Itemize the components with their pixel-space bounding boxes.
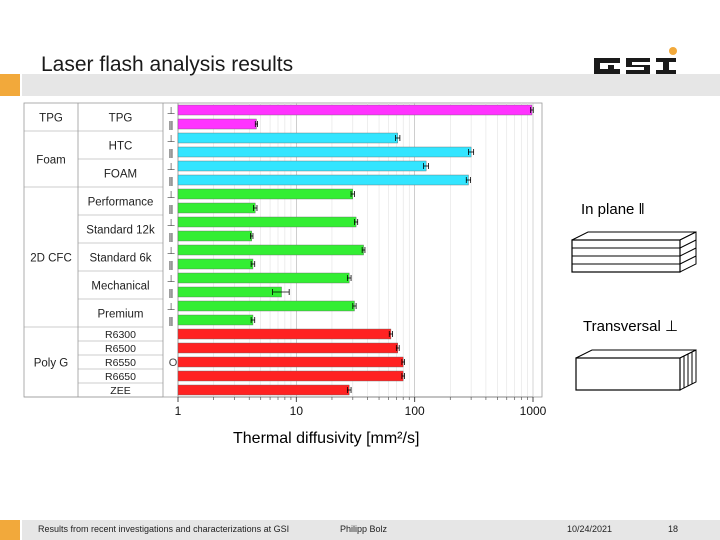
footer-bar — [22, 520, 720, 540]
footer-page-number: 18 — [668, 524, 679, 534]
bar — [177, 244, 364, 256]
orientation-mark: ⊥ — [167, 134, 176, 145]
bar — [177, 202, 256, 214]
x-tick-label: 1000 — [520, 404, 547, 418]
bar — [177, 286, 282, 298]
group-label: 2D CFC — [30, 253, 72, 265]
material-table: TPG ⊥ ǁ HTC ⊥ ǁ FOAM ⊥ ǁ Performance ⊥ ǁ Standard 12… — [24, 103, 179, 398]
material-label: R6500 — [105, 343, 136, 355]
bar — [177, 272, 350, 284]
material-label: Premium — [97, 309, 143, 321]
transversal-label: Transversal ⊥ — [583, 318, 679, 335]
bar — [177, 230, 252, 242]
footer-accent-block — [0, 520, 20, 540]
material-label: HTC — [109, 141, 133, 153]
orientation-mark: ǁ — [169, 288, 174, 299]
material-label: FOAM — [104, 169, 137, 181]
bar — [177, 132, 398, 144]
bar — [177, 384, 350, 396]
group-label: Poly G — [34, 358, 69, 370]
bar — [177, 216, 357, 228]
orientation-mark: ǁ — [169, 120, 174, 131]
material-label: R6300 — [105, 329, 136, 341]
bar — [177, 174, 469, 186]
transversal-sample-icon — [575, 349, 697, 391]
bar-series — [177, 104, 534, 396]
x-tick-label: 100 — [405, 404, 425, 418]
orientation-mark: ǁ — [169, 260, 174, 271]
bar — [177, 160, 427, 172]
slide-title: Laser flash analysis results — [41, 53, 294, 76]
x-tick-label: 10 — [290, 404, 304, 418]
x-tick-label: 1 — [175, 404, 182, 418]
bar — [177, 188, 353, 200]
orientation-mark: ⊥ — [167, 162, 176, 173]
footer-description: Results from recent investigations and c… — [38, 524, 290, 534]
bar — [177, 300, 355, 312]
orientation-mark: ⊥ — [167, 302, 176, 313]
title-accent-block — [0, 74, 20, 96]
x-axis-title: Thermal diffusivity [mm²/s] — [233, 430, 420, 447]
material-label: R6550 — [105, 357, 136, 369]
footer-author: Philipp Bolz — [340, 524, 388, 534]
bar — [177, 258, 254, 270]
bar — [177, 314, 254, 326]
orientation-mark: ⊥ — [167, 274, 176, 285]
material-label: TPG — [109, 113, 133, 125]
material-label: Mechanical — [91, 281, 149, 293]
group-label: Foam — [36, 155, 65, 167]
bar — [177, 146, 472, 158]
x-axis: 1 10 100 1000 — [175, 396, 547, 418]
material-label: ZEE — [110, 385, 130, 397]
material-label: Standard 6k — [89, 253, 151, 265]
orientation-mark: ⊥ — [167, 106, 176, 117]
title-bar — [22, 74, 720, 96]
orientation-mark: ⊥ — [167, 190, 176, 201]
orientation-mark: ⊥ — [167, 246, 176, 257]
isotropic-mark: O — [169, 357, 178, 369]
orientation-mark: ǁ — [169, 148, 174, 159]
bar — [177, 328, 392, 340]
in-plane-label: In plane ǁ — [581, 201, 645, 218]
bar — [177, 342, 398, 354]
gsi-logo — [594, 47, 677, 74]
orientation-mark: ǁ — [169, 176, 174, 187]
bar — [177, 118, 257, 130]
bar — [177, 104, 533, 116]
material-label: R6650 — [105, 371, 136, 383]
material-label: Standard 12k — [86, 225, 155, 237]
footer-date: 10/24/2021 — [567, 524, 613, 534]
orientation-mark: ǁ — [169, 204, 174, 215]
orientation-mark: ǁ — [169, 232, 174, 243]
group-label: TPG — [39, 113, 63, 125]
material-label: Performance — [88, 197, 154, 209]
orientation-mark: ⊥ — [167, 218, 176, 229]
in-plane-sample-icon — [571, 231, 697, 273]
orientation-mark: ǁ — [169, 316, 174, 327]
bar — [177, 370, 404, 382]
bar — [177, 356, 404, 368]
